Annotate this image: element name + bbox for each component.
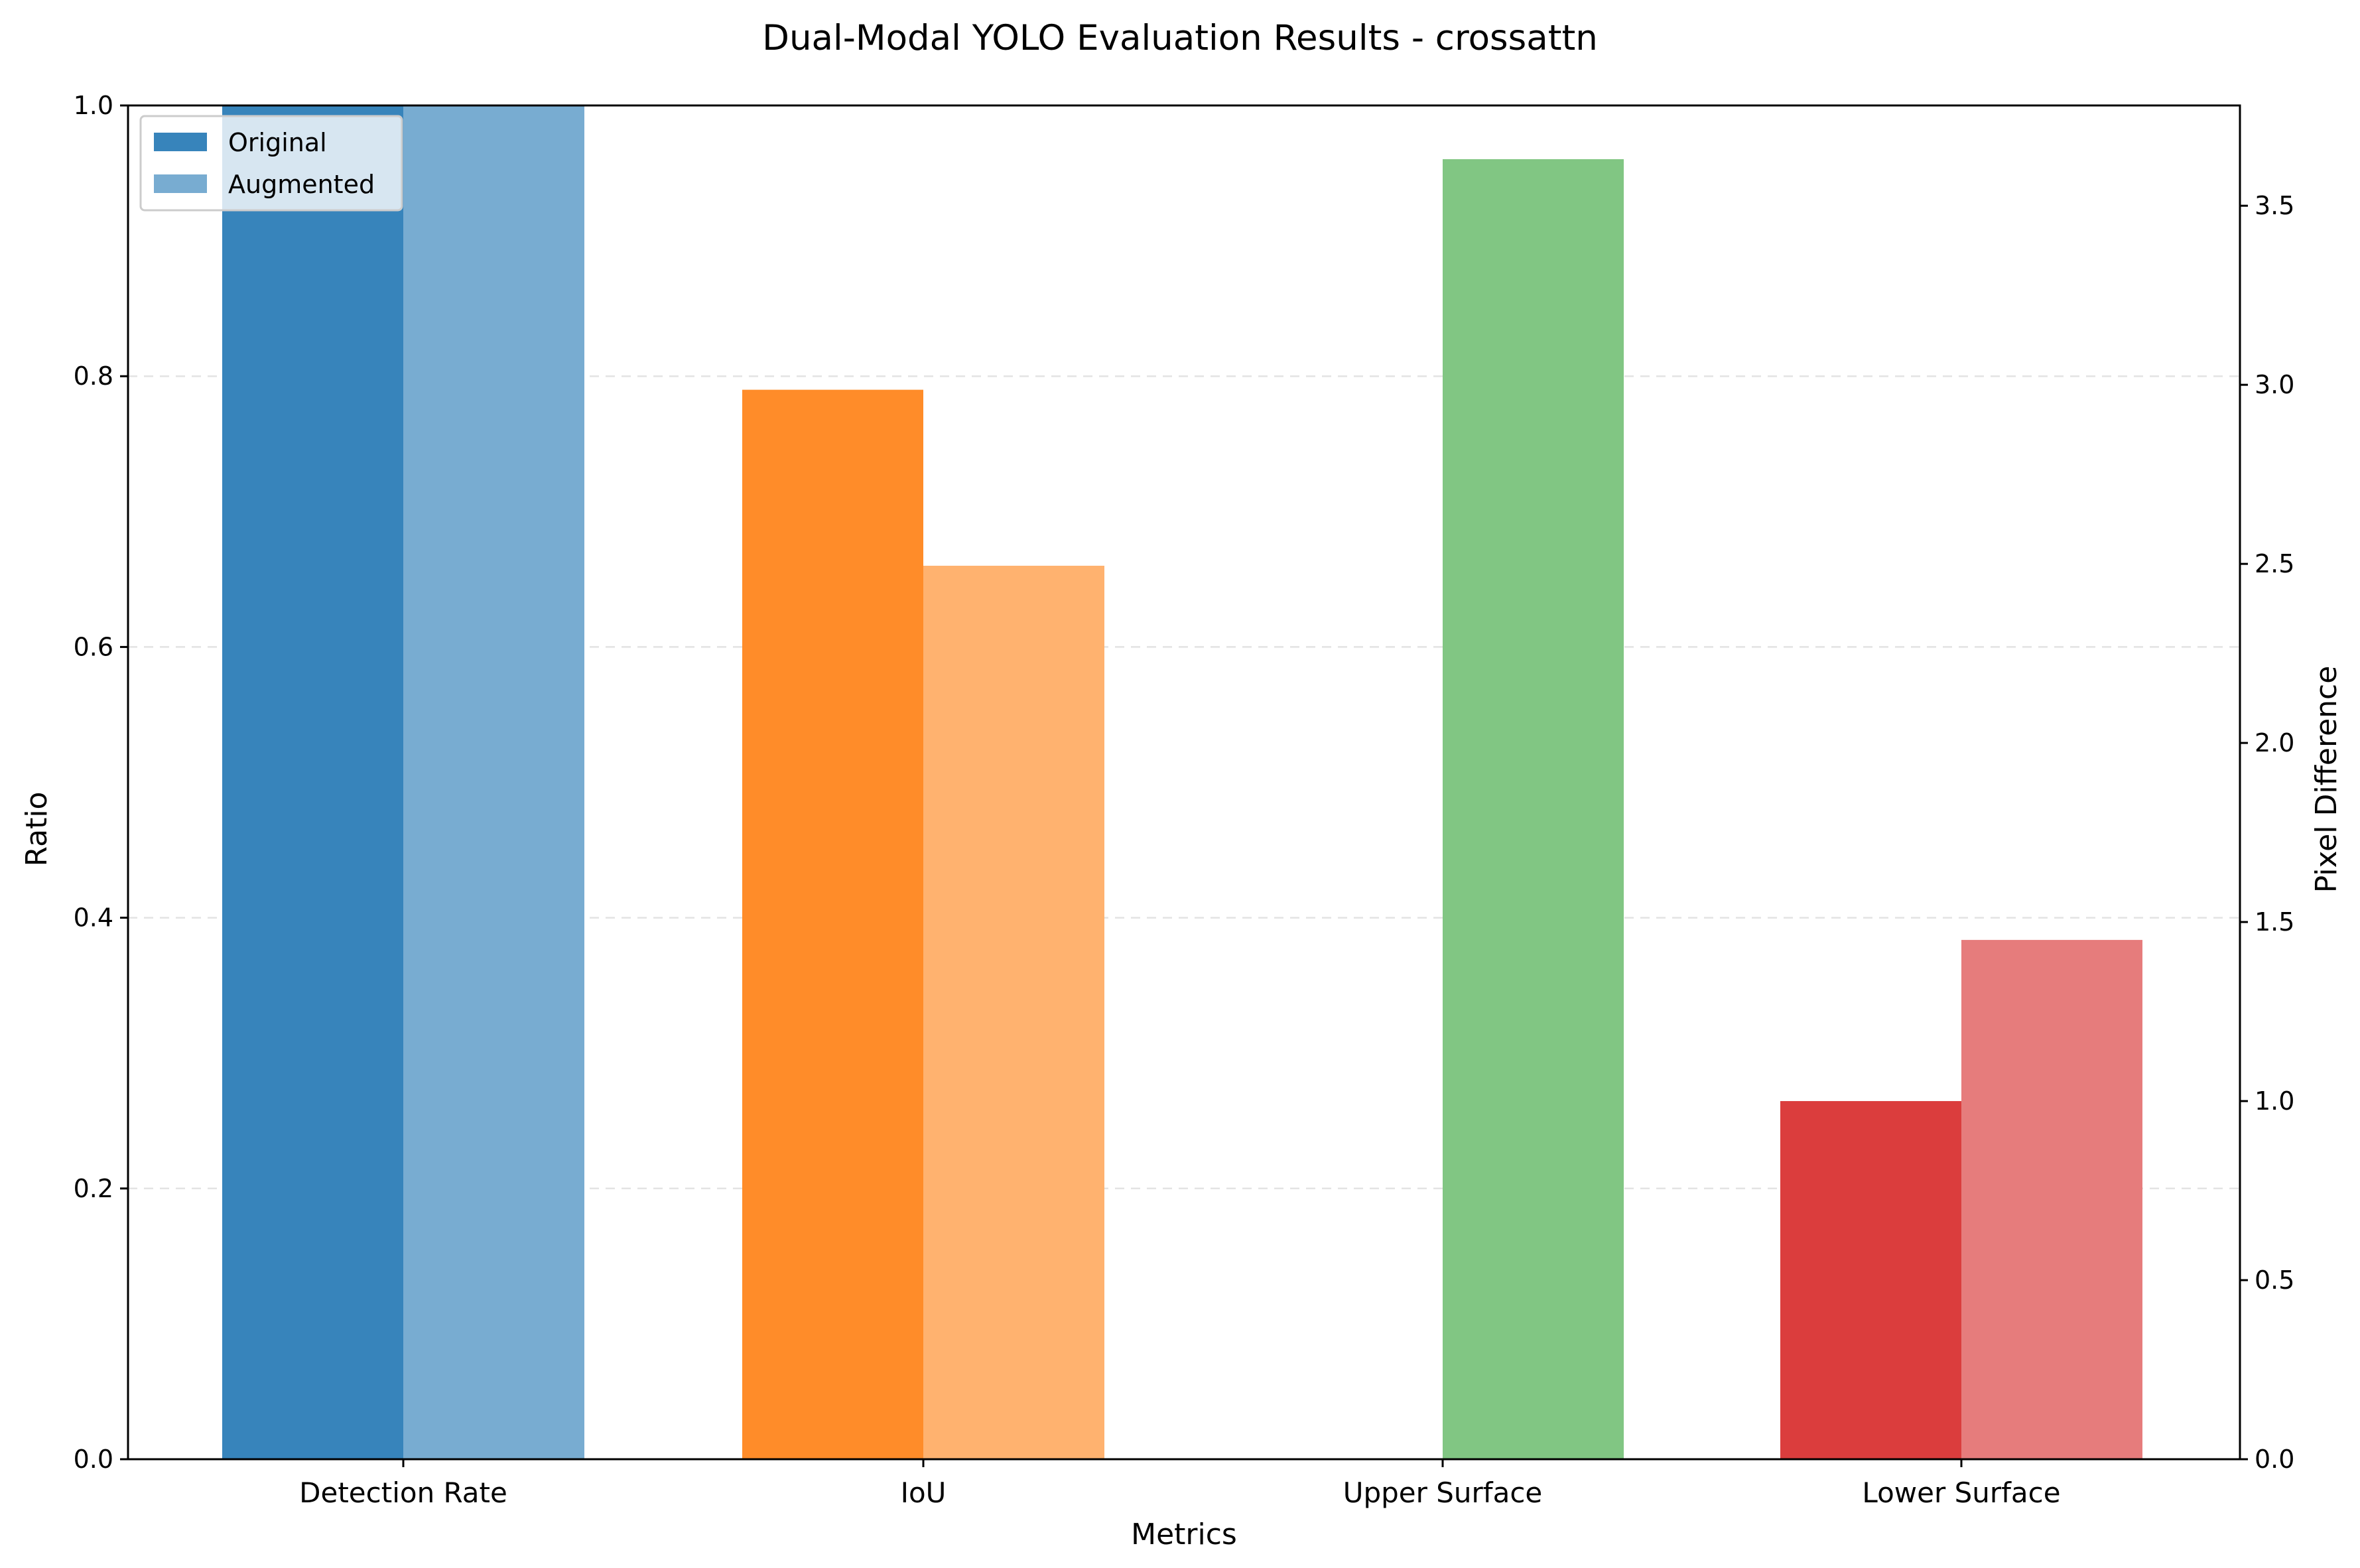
y2-tick-label-2: 1.0 bbox=[2255, 1086, 2294, 1116]
y2-tick-label-3: 1.5 bbox=[2255, 907, 2294, 937]
legend: Original Augmented bbox=[139, 115, 403, 212]
legend-swatch-original bbox=[154, 133, 207, 151]
y2-tick-label-5: 2.5 bbox=[2255, 549, 2294, 578]
y-tick-label-5: 1.0 bbox=[74, 91, 113, 120]
axes-layer: 0.0 0.2 0.4 0.6 0.8 1.0 0.0 0.5 1.0 1.5 2.0 2.5 3.0 3… bbox=[74, 91, 2295, 1509]
y2-tick-label-7: 3.5 bbox=[2255, 191, 2294, 220]
y2-tick-label-4: 2.0 bbox=[2255, 728, 2294, 757]
legend-swatch-augmented bbox=[154, 174, 207, 193]
y2-axis-label: Pixel Difference bbox=[2310, 666, 2343, 893]
x-tick-label-2: Upper Surface bbox=[1343, 1476, 1543, 1509]
y2-tick-label-6: 3.0 bbox=[2255, 370, 2294, 399]
x-tick-label-3: Lower Surface bbox=[1862, 1476, 2060, 1509]
plot-frame bbox=[127, 104, 2241, 1461]
y-axis-label: Ratio bbox=[20, 792, 54, 867]
y-tick-label-3: 0.6 bbox=[74, 632, 113, 661]
bar-original-1 bbox=[742, 389, 923, 1459]
y2-tick-label-1: 0.5 bbox=[2255, 1266, 2294, 1295]
legend-label-original: Original bbox=[228, 128, 327, 157]
x-tick-label-1: IoU bbox=[901, 1476, 947, 1509]
x-tick-label-0: Detection Rate bbox=[299, 1476, 507, 1509]
bars-layer bbox=[222, 105, 2142, 1460]
bar-original-0 bbox=[222, 105, 403, 1459]
x-axis-label: Metrics bbox=[1131, 1518, 1237, 1551]
legend-label-augmented: Augmented bbox=[228, 170, 375, 199]
bar-original-3 bbox=[1780, 1101, 1961, 1459]
y-tick-label-4: 0.8 bbox=[74, 361, 113, 391]
bar-augmented-1 bbox=[923, 565, 1104, 1460]
bar-augmented-0 bbox=[403, 105, 584, 1459]
y2-tick-label-0: 0.0 bbox=[2255, 1445, 2294, 1474]
bar-augmented-3 bbox=[1961, 940, 2142, 1459]
bar-augmented-2 bbox=[1443, 159, 1624, 1459]
y-tick-label-1: 0.2 bbox=[74, 1174, 113, 1203]
chart-title: Dual-Modal YOLO Evaluation Results - cro… bbox=[762, 18, 1598, 58]
y-tick-label-0: 0.0 bbox=[74, 1445, 113, 1474]
y-tick-label-2: 0.4 bbox=[74, 903, 113, 933]
